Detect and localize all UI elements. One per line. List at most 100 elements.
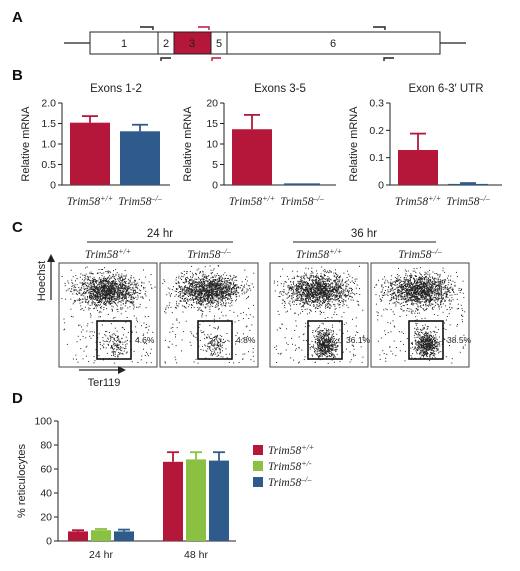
- flow-event: [328, 278, 330, 280]
- flow-event: [301, 309, 303, 310]
- flow-event: [106, 295, 107, 296]
- flow-event: [220, 304, 222, 305]
- flow-event: [191, 298, 193, 300]
- flow-event: [303, 303, 305, 305]
- flow-event: [211, 298, 213, 300]
- flow-event: [329, 278, 331, 280]
- flow-event: [91, 296, 92, 298]
- flow-event: [204, 274, 206, 276]
- flow-event: [330, 298, 332, 300]
- flow-event: [94, 307, 95, 309]
- flow-event: [209, 348, 211, 350]
- flow-event: [123, 350, 125, 352]
- flow-event: [105, 335, 107, 337]
- flow-event: [322, 277, 324, 279]
- flow-event: [130, 299, 132, 300]
- flow-event: [326, 293, 328, 295]
- flow-event: [307, 289, 309, 291]
- flow-event: [106, 331, 108, 333]
- flow-event: [198, 284, 200, 286]
- flow-event: [104, 285, 106, 287]
- flow-event: [329, 290, 331, 292]
- flow-event: [216, 355, 218, 357]
- flow-event: [328, 281, 330, 282]
- flow-event: [317, 348, 319, 350]
- flow-event: [328, 296, 330, 297]
- flow-event: [324, 279, 326, 281]
- flow-event: [329, 288, 331, 290]
- flow-event: [80, 305, 82, 307]
- flow-event: [217, 284, 219, 286]
- flow-event: [146, 351, 147, 353]
- flow-event: [202, 301, 204, 303]
- flow-event: [90, 291, 92, 292]
- flow-event: [216, 288, 218, 290]
- flow-event: [193, 280, 195, 282]
- flow-event: [202, 349, 204, 351]
- flow-event: [133, 297, 135, 299]
- flow-event: [338, 301, 340, 303]
- flow-event: [192, 298, 194, 300]
- flow-event: [113, 294, 114, 295]
- flow-event: [350, 299, 352, 301]
- flow-event: [195, 296, 197, 298]
- flow-event: [79, 292, 81, 294]
- flow-event: [105, 281, 107, 283]
- flow-event: [114, 294, 116, 296]
- flow-event: [102, 286, 104, 288]
- flow-event: [88, 301, 90, 303]
- flow-event: [113, 276, 115, 278]
- flow-event: [100, 283, 102, 285]
- flow-event: [201, 304, 203, 306]
- x-tick-label-wt-exon-6-utr: Trim58+/+: [395, 194, 441, 208]
- flow-event: [331, 355, 333, 357]
- flow-event: [320, 273, 322, 275]
- flow-event: [245, 278, 246, 280]
- flow-event: [343, 303, 345, 305]
- flow-event: [92, 301, 94, 303]
- flow-event: [309, 297, 311, 299]
- flow-event: [304, 356, 306, 358]
- flow-event: [300, 279, 302, 281]
- flow-event: [212, 302, 214, 304]
- flow-event: [222, 350, 223, 352]
- flow-event: [317, 289, 319, 291]
- flow-event: [103, 304, 105, 306]
- flow-event: [85, 337, 87, 339]
- flow-event: [332, 286, 334, 288]
- flow-event: [113, 281, 115, 282]
- flow-event: [136, 306, 138, 308]
- flow-event: [327, 300, 329, 302]
- flow-event: [122, 353, 124, 354]
- flow-event: [207, 348, 209, 350]
- flow-event: [212, 344, 214, 346]
- flow-event: [112, 351, 114, 353]
- flow-event: [125, 340, 127, 342]
- flow-event: [68, 288, 70, 290]
- flow-event: [300, 298, 302, 300]
- flow-event: [328, 295, 330, 297]
- flow-event: [110, 290, 111, 292]
- flow-event: [206, 281, 208, 283]
- flow-event: [324, 285, 326, 287]
- flow-event: [354, 294, 356, 296]
- flow-event: [275, 348, 277, 350]
- flow-event: [89, 295, 91, 297]
- flow-event: [101, 299, 103, 300]
- flow-event: [89, 282, 91, 284]
- flow-dots-1: [61, 266, 156, 364]
- flow-event: [186, 288, 188, 290]
- flow-event: [113, 295, 115, 297]
- flow-event: [289, 303, 291, 305]
- flow-event: [318, 282, 320, 283]
- flow-event: [348, 290, 350, 292]
- flow-event: [120, 301, 122, 303]
- flow-event: [129, 287, 130, 289]
- flow-event: [130, 295, 132, 297]
- flow-event: [217, 265, 219, 266]
- flow-event: [122, 296, 124, 298]
- flow-event: [346, 348, 347, 350]
- flow-event: [209, 289, 211, 291]
- flow-event: [319, 285, 321, 287]
- flow-event: [345, 288, 347, 290]
